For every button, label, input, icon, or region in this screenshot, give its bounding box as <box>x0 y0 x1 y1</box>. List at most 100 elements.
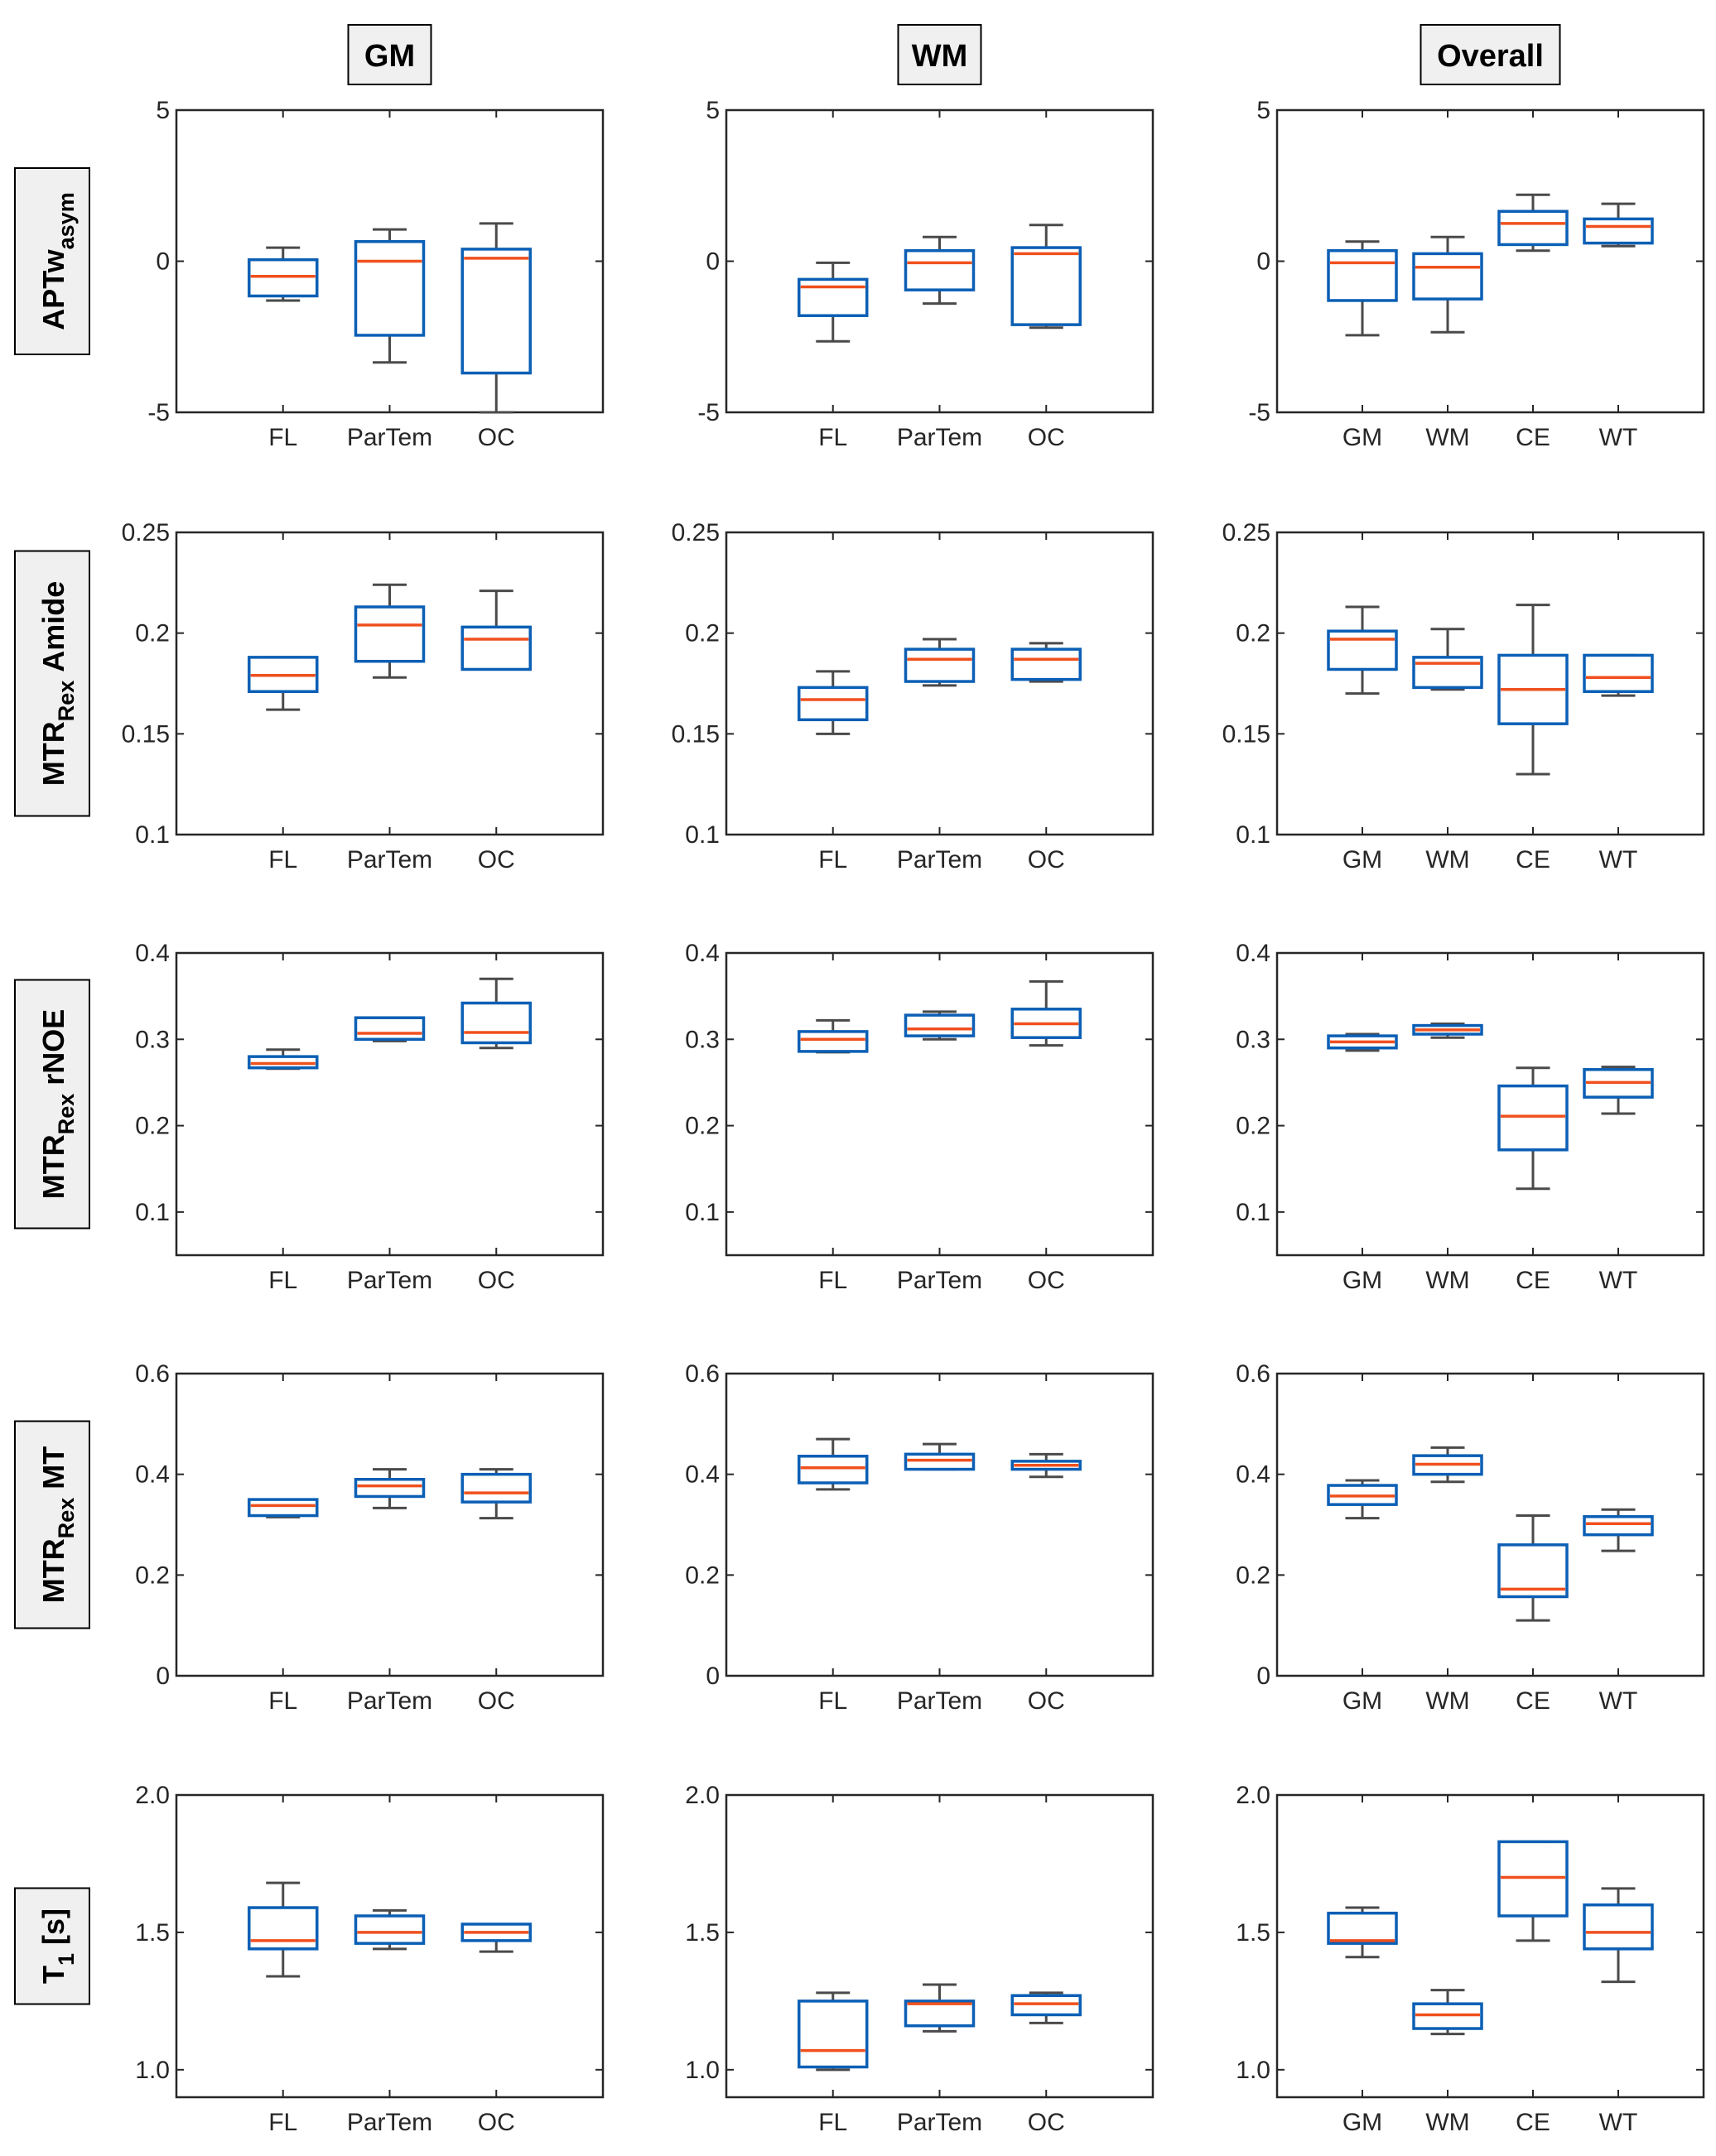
x-tick-label: ParTem <box>347 846 432 873</box>
iqr-box <box>1412 252 1483 301</box>
x-tick-label: OC <box>478 1687 515 1715</box>
x-tick-label: WT <box>1599 846 1638 873</box>
iqr-box <box>354 1914 426 1945</box>
y-tick-label: 0 <box>706 248 720 276</box>
row-label-text: MTRRex MT <box>36 1446 79 1604</box>
row-label-box <box>14 1887 90 2005</box>
column-headers: GM WM Overall <box>347 24 1561 85</box>
x-tick-label: ParTem <box>897 424 982 451</box>
panel-r0-c0: -5 0 5 FL ParTem OC <box>147 97 605 451</box>
x-tick-label: WT <box>1599 424 1638 451</box>
y-tick-label: 0.1 <box>1236 821 1270 849</box>
panel-r2-c0: 0.1 0.2 0.3 0.4 FL ParTem OC <box>135 940 605 1294</box>
box-fl <box>798 1437 869 1491</box>
x-tick-label: FL <box>268 424 297 451</box>
box-fl <box>798 1991 869 2072</box>
box-wt <box>1583 1508 1654 1552</box>
y-tick-label: 1.5 <box>1236 1919 1270 1947</box>
x-tick-label: FL <box>818 1267 847 1294</box>
row-label-tail: MT <box>36 1446 70 1498</box>
iqr-box <box>354 1016 426 1042</box>
row-label-3: MTRRex MT <box>14 1420 90 1629</box>
box-partem <box>354 1016 426 1042</box>
iqr-box <box>1497 209 1569 247</box>
box-partem <box>354 1468 426 1509</box>
x-tick-label: FL <box>818 846 847 873</box>
y-tick-label: -5 <box>147 399 170 426</box>
header-box <box>1420 24 1561 85</box>
box-oc <box>1010 979 1082 1047</box>
y-tick-label: 0.2 <box>135 1113 170 1140</box>
y-tick-label: 0.6 <box>685 1360 720 1388</box>
y-tick-label: 0.15 <box>1222 720 1270 748</box>
header-box <box>897 24 982 85</box>
x-tick-label: OC <box>478 846 515 873</box>
axes-frame <box>725 1793 1154 2099</box>
y-tick-label: 0.1 <box>135 821 170 849</box>
box-gm <box>1327 605 1398 695</box>
panel-r4-c2: 1.0 1.5 2.0 GM WM CE WT <box>1236 1782 1705 2136</box>
y-tick-label: 1.0 <box>135 2057 170 2084</box>
axes-frame <box>725 1372 1154 1677</box>
column-header-overall: Overall <box>1420 24 1561 85</box>
box-wt <box>1583 202 1654 248</box>
iqr-box <box>798 1455 869 1485</box>
x-tick-label: FL <box>818 2109 847 2136</box>
box-ce <box>1497 604 1569 776</box>
iqr-box <box>354 240 426 337</box>
y-tick-label: 0.4 <box>135 940 170 967</box>
y-tick-label: 0 <box>156 1663 170 1690</box>
y-tick-label: 0.2 <box>135 1562 170 1589</box>
iqr-box <box>1412 656 1483 690</box>
iqr-box <box>798 2000 869 2069</box>
x-tick-label: FL <box>818 1687 847 1715</box>
axes-frame <box>175 531 605 836</box>
y-tick-label: 0.3 <box>135 1026 170 1053</box>
y-tick-label: 2.0 <box>1236 1782 1270 1809</box>
row-label-text: APTwasym <box>36 192 79 330</box>
y-tick-label: 0.1 <box>1236 1199 1270 1226</box>
box-fl <box>248 246 319 302</box>
panel-r2-c2: 0.1 0.2 0.3 0.4 GM WM CE WT <box>1236 940 1705 1294</box>
box-fl <box>248 1881 319 1978</box>
box-oc <box>460 1923 532 1953</box>
box-wm <box>1412 1989 1483 2036</box>
y-tick-label: 0.2 <box>685 1113 720 1140</box>
y-tick-label: 0.4 <box>685 940 720 967</box>
row-labels: APTwasym MTRRex Amide MTRRex rNOE MTRRex MT… <box>14 167 90 2005</box>
y-tick-label: 0.2 <box>1236 1113 1270 1140</box>
x-tick-label: WM <box>1425 1687 1469 1715</box>
box-ce <box>1497 1514 1569 1622</box>
row-label-main: APTw <box>36 248 70 330</box>
x-tick-label: ParTem <box>347 424 432 451</box>
iqr-box <box>798 686 869 722</box>
box-ce <box>1497 1840 1569 1942</box>
y-tick-label: 0.4 <box>685 1461 720 1489</box>
box-fl <box>248 1048 319 1071</box>
panel-r3-c1: 0 0.2 0.4 0.6 FL ParTem OC <box>685 1360 1154 1715</box>
column-header-gm: GM <box>347 24 432 85</box>
row-label-2: MTRRex rNOE <box>14 979 90 1230</box>
panel-r2-c1: 0.1 0.2 0.3 0.4 FL ParTem OC <box>685 940 1154 1294</box>
axes-frame <box>1275 531 1705 836</box>
y-tick-label: 0.25 <box>122 519 170 546</box>
header-box <box>347 24 432 85</box>
x-tick-label: CE <box>1516 846 1550 873</box>
row-label-text: MTRRex Amide <box>36 581 79 787</box>
box-wm <box>1412 1023 1483 1039</box>
row-label-4: T1 [s] <box>14 1887 90 2005</box>
iqr-box <box>798 1030 869 1053</box>
iqr-box <box>248 257 319 298</box>
y-tick-label: 2.0 <box>685 1782 720 1809</box>
y-tick-label: 0.1 <box>135 1199 170 1226</box>
iqr-box <box>460 1472 532 1504</box>
y-tick-label: 0.6 <box>1236 1360 1270 1388</box>
y-tick-label: 5 <box>706 97 720 124</box>
row-label-main: T <box>36 1966 70 1984</box>
box-partem <box>354 228 426 364</box>
box-fl <box>798 261 869 343</box>
box-partem <box>904 235 976 306</box>
iqr-box <box>1583 1515 1654 1537</box>
y-tick-label: 1.0 <box>1236 2057 1270 2084</box>
panel-grid: -5 0 5 FL ParTem OC -5 0 5 FL ParTem OC -5 0 5 GM WM CE WT… <box>122 97 1705 2136</box>
